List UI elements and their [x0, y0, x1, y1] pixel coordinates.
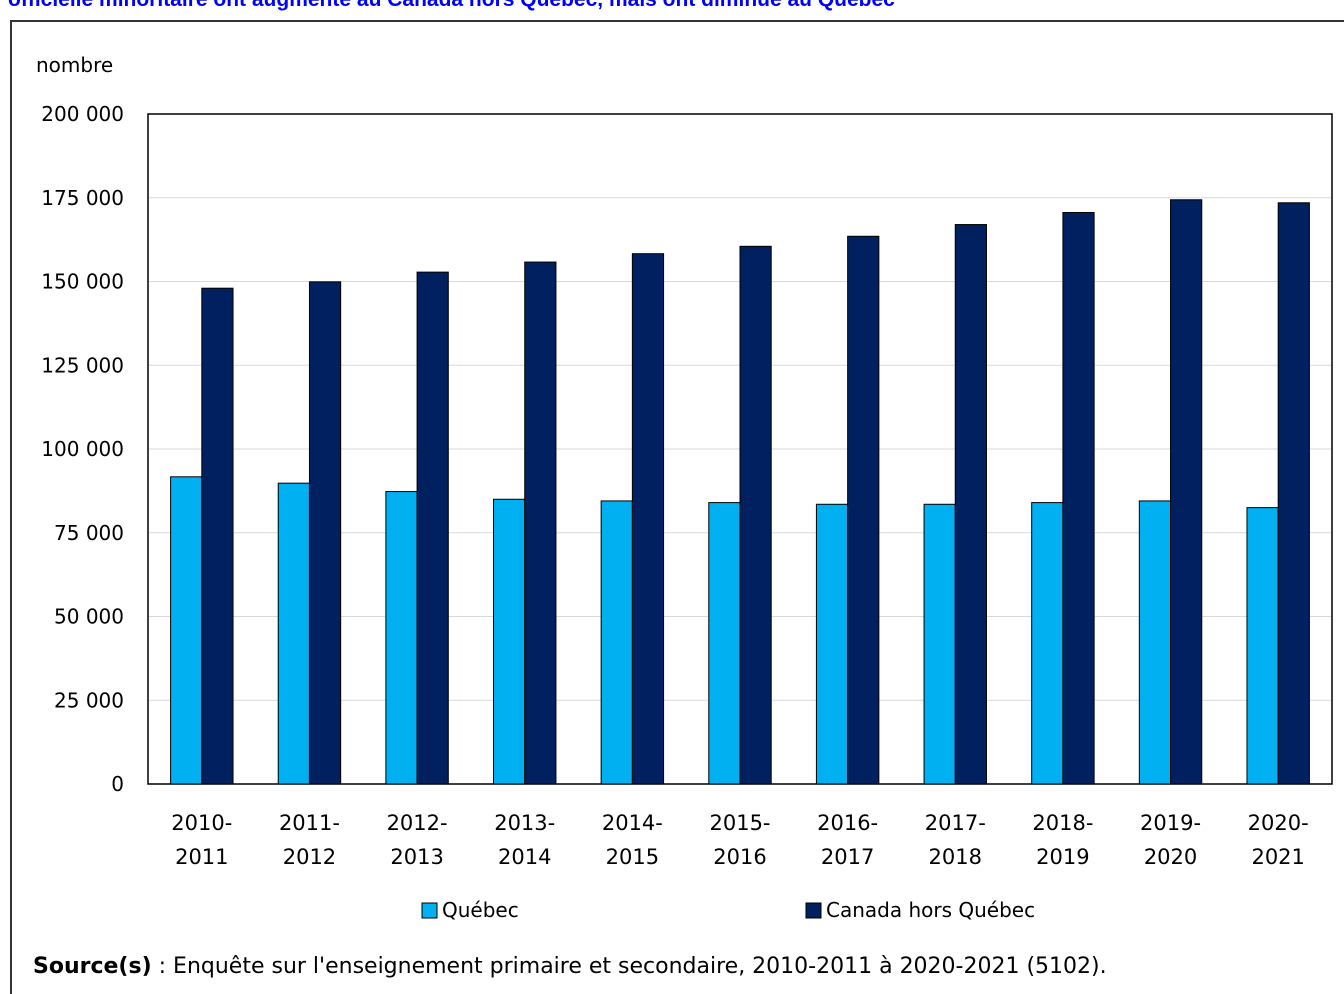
bar-quebec [708, 502, 741, 785]
legend-label: Québec [442, 898, 519, 922]
bar-quebec [815, 503, 849, 785]
x-tick-label: 2014- [602, 811, 663, 835]
legend-swatch [805, 902, 822, 919]
x-tick-label: 2017 [821, 845, 874, 869]
x-tick-label: 2013- [494, 811, 555, 835]
bar-quebec [923, 503, 956, 785]
source-note: Source(s) : Enquête sur l'enseignement p… [33, 954, 1107, 979]
bar-quebec [600, 500, 633, 785]
bar-canada-hors-quebec [739, 245, 772, 785]
bar-canada-hors-quebec [1277, 202, 1310, 785]
x-tick-label: 2020 [1144, 845, 1197, 869]
bar-canada-hors-quebec [631, 253, 665, 785]
y-tick-label: 100 000 [41, 437, 124, 461]
y-tick-label: 175 000 [41, 186, 124, 210]
x-tick-label: 2018- [1032, 811, 1093, 835]
y-tick-label: 50 000 [54, 605, 124, 629]
x-tick-label: 2012 [283, 845, 336, 869]
x-tick-label: 2010- [171, 811, 232, 835]
legend-swatch [421, 902, 438, 919]
x-tick-label: 2016 [713, 845, 766, 869]
bar-canada-hors-quebec [1062, 211, 1095, 785]
x-tick-label: 2014 [498, 845, 551, 869]
x-tick-label: 2011- [279, 811, 340, 835]
x-tick-label: 2015 [606, 845, 659, 869]
bar-quebec [493, 498, 526, 785]
bar-quebec [1246, 507, 1279, 785]
chart-frame [10, 20, 1344, 994]
bar-canada-hors-quebec [524, 261, 557, 785]
legend-label: Canada hors Québec [826, 898, 1035, 922]
bar-canada-hors-quebec [201, 287, 234, 785]
x-tick-label: 2015- [709, 811, 770, 835]
y-tick-label: 75 000 [54, 521, 124, 545]
y-tick-label: 125 000 [41, 353, 124, 377]
bar-canada-hors-quebec [1170, 199, 1203, 785]
source-separator: : [151, 954, 174, 979]
x-tick-label: 2019- [1140, 811, 1201, 835]
bar-quebec [385, 491, 418, 785]
bar-canada-hors-quebec [308, 281, 342, 785]
x-tick-label: 2018 [929, 845, 982, 869]
bar-quebec [277, 482, 310, 785]
y-tick-label: 25 000 [54, 688, 124, 712]
x-tick-label: 2017- [925, 811, 986, 835]
bar-canada-hors-quebec [954, 224, 987, 785]
x-tick-label: 2012- [387, 811, 448, 835]
y-tick-label: 0 [111, 772, 124, 796]
chart-title: officielle minoritaire ont augmenté au C… [8, 0, 895, 13]
y-tick-label: 150 000 [41, 270, 124, 294]
x-tick-label: 2011 [175, 845, 228, 869]
x-tick-label: 2019 [1036, 845, 1089, 869]
source-label: Source(s) [33, 954, 152, 979]
y-axis-label: nombre [36, 53, 113, 77]
bar-canada-hors-quebec [847, 235, 880, 785]
x-tick-label: 2021 [1251, 845, 1304, 869]
source-text: Enquête sur l'enseignement primaire et s… [173, 954, 1107, 979]
x-tick-label: 2013 [390, 845, 443, 869]
bar-quebec [1138, 500, 1172, 785]
x-tick-label: 2020- [1248, 811, 1309, 835]
x-tick-label: 2016- [817, 811, 878, 835]
bar-canada-hors-quebec [416, 271, 449, 785]
bar-quebec [1031, 502, 1064, 785]
y-tick-label: 200 000 [41, 102, 124, 126]
bar-quebec [170, 476, 203, 785]
